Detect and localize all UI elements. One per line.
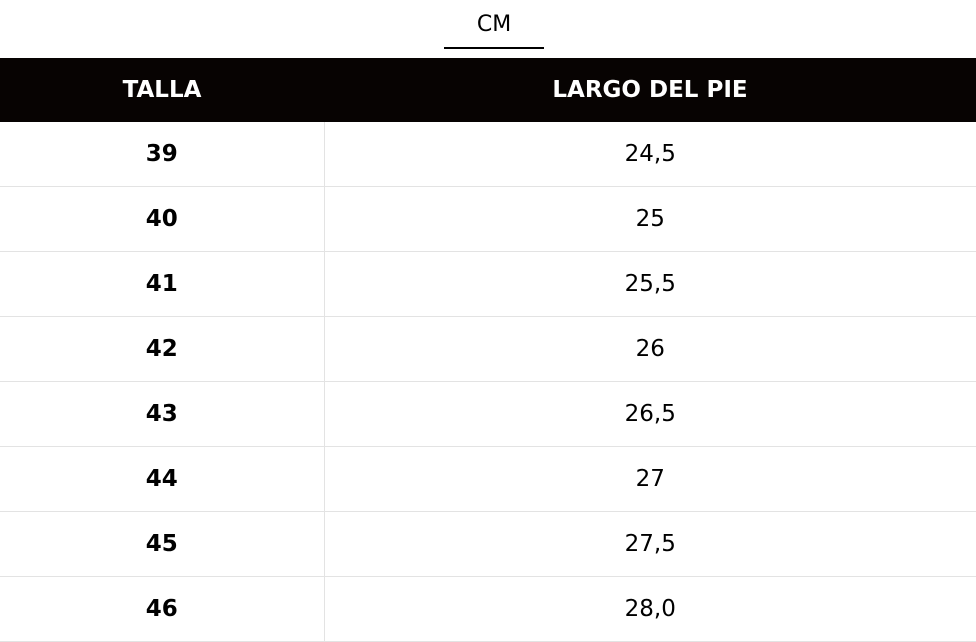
header-largo-del-pie: LARGO DEL PIE [324,58,976,122]
table-row: 41 25,5 [0,251,976,317]
table-header-row: TALLA LARGO DEL PIE [0,58,976,122]
size-cell: 42 [0,316,325,382]
table-row: 44 27 [0,446,976,512]
size-cell: 46 [0,576,325,642]
table-row: 40 25 [0,186,976,252]
foot-length-cell: 28,0 [324,576,976,642]
table-row: 46 28,0 [0,576,976,642]
foot-length-cell: 26,5 [324,381,976,447]
header-talla: TALLA [0,58,324,122]
size-cell: 41 [0,251,325,317]
size-cell: 45 [0,511,325,577]
size-cell: 43 [0,381,325,447]
tab-cm[interactable]: CM [476,12,512,37]
foot-length-cell: 25 [324,186,976,252]
table-row: 39 24,5 [0,122,976,187]
size-chart-table: TALLA LARGO DEL PIE 39 24,5 40 25 41 25,5 42 26… [0,58,976,642]
foot-length-cell: 25,5 [324,251,976,317]
table-row: 45 27,5 [0,511,976,577]
size-cell: 44 [0,446,325,512]
table-row: 42 26 [0,316,976,382]
foot-length-cell: 24,5 [324,122,976,187]
foot-length-cell: 27,5 [324,511,976,577]
size-cell: 39 [0,122,325,187]
foot-length-cell: 26 [324,316,976,382]
foot-length-cell: 27 [324,446,976,512]
unit-tabs: CM [0,0,976,58]
size-cell: 40 [0,186,325,252]
table-row: 43 26,5 [0,381,976,447]
active-tab-indicator [444,47,544,49]
